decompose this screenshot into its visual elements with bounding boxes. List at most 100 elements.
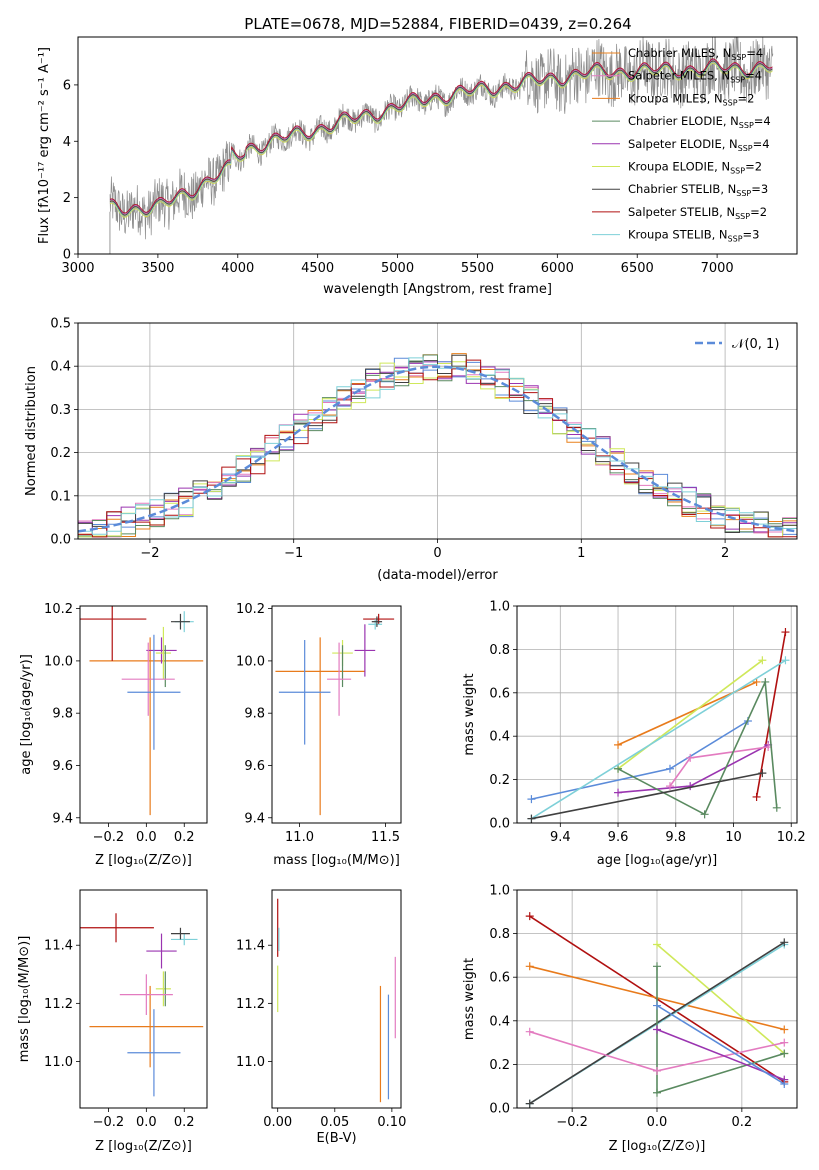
legend-entry: Chabrier ELODIE, NSSP=4 xyxy=(628,114,771,130)
error-bar-point xyxy=(278,639,331,745)
x-tick-label: 6000 xyxy=(541,261,574,276)
y-tick-label: 11.4 xyxy=(236,939,265,954)
panel-weight-vs-age: 9.4 9.6 9.8 10 10.2 0.0 0.2 0.4 0.6 0.8 1.0 age [lo… xyxy=(462,600,806,869)
weight-series-line xyxy=(530,659,786,820)
axes-frame xyxy=(516,889,798,1109)
gaussian-reference-curve xyxy=(78,365,797,533)
error-bar-point xyxy=(127,634,181,750)
model-spectrum-line xyxy=(109,60,773,216)
y-tick-label: 0.3 xyxy=(50,403,71,418)
weight-point-marker xyxy=(758,769,767,778)
legend-entry: Kroupa STELIB, NSSP=3 xyxy=(628,228,759,244)
weight-point-marker xyxy=(614,764,623,773)
error-bar-point xyxy=(121,642,175,716)
axes-frame xyxy=(271,605,402,824)
error-bar-point xyxy=(80,913,154,943)
y-tick-label: 0.4 xyxy=(489,1014,510,1029)
x-axis-label: wavelength [Angstrom, rest frame] xyxy=(323,282,552,297)
y-axis-label: mass weight xyxy=(462,958,477,1040)
y-tick-label: 9.8 xyxy=(52,707,73,722)
y-tick-label: 0.0 xyxy=(489,817,510,832)
plot-area xyxy=(275,613,395,816)
error-bar-point xyxy=(354,624,376,677)
error-bar-point xyxy=(368,619,383,630)
weight-series-line xyxy=(656,1004,785,1085)
axes-frame xyxy=(79,889,208,1109)
weight-point-marker xyxy=(653,1088,661,1097)
x-tick-label: −0.2 xyxy=(93,1115,125,1130)
x-tick-label: 0 xyxy=(433,546,441,561)
legend-entry: Chabrier STELIB, NSSP=3 xyxy=(628,182,768,198)
panel-age-vs-Z: −0.2 0.0 0.2 9.4 9.6 9.8 10.0 10.2 Z [log₁₀(Z/Z⊙… xyxy=(19,602,208,868)
y-tick-label: 10.0 xyxy=(44,654,73,669)
model-spectrum-line xyxy=(109,61,773,217)
y-tick-label: 11.0 xyxy=(236,1055,265,1070)
y-tick-label: 9.6 xyxy=(52,759,73,774)
y-tick-label: 10.2 xyxy=(236,602,265,617)
weight-point-marker xyxy=(525,962,534,971)
residual-histogram xyxy=(78,357,797,539)
y-tick-label: 9.8 xyxy=(244,707,265,722)
figure-title: PLATE=0678, MJD=52884, FIBERID=0439, z=0… xyxy=(244,15,631,33)
x-tick-label: −1 xyxy=(284,546,303,561)
panel-weight-vs-Z: −0.2 0.0 0.2 0.0 0.2 0.4 0.6 0.8 1.0 Z [log₁₀(Z/Z… xyxy=(462,884,798,1154)
x-tick-label: 11.0 xyxy=(285,830,314,845)
x-tick-label: 4500 xyxy=(301,261,334,276)
x-axis-label: Z [log₁₀(Z/Z⊙)] xyxy=(95,853,192,868)
panel-residuals: −2 −1 0 1 2 0.0 0.1 0.2 0.3 0.4 0.5 (data-model)/er… xyxy=(24,317,798,583)
y-tick-label: 11.2 xyxy=(236,997,265,1012)
plot-area xyxy=(80,606,204,816)
y-tick-label: 11.4 xyxy=(44,939,73,954)
panel-age-vs-mass: 11.0 11.5 9.4 9.6 9.8 10.0 10.2 mass [log₁₀(M/M… xyxy=(236,602,402,868)
y-tick-label: 0.0 xyxy=(50,533,71,548)
weight-series-line xyxy=(656,966,785,1094)
y-axis-label: age [log₁₀(age/yr)] xyxy=(19,654,34,775)
y-tick-label: 0.2 xyxy=(50,446,71,461)
y-tick-label: 0.8 xyxy=(489,643,510,658)
weight-point-marker xyxy=(665,782,674,791)
weight-point-marker xyxy=(614,788,623,797)
error-bar-point xyxy=(119,974,173,1015)
error-bar-point xyxy=(170,933,198,946)
legend-entry: Kroupa MILES, NSSP=2 xyxy=(628,91,754,107)
weight-point-marker xyxy=(752,792,761,801)
y-axis-label: Flux [fλ10⁻¹⁷ erg cm⁻² s⁻¹ A⁻¹] xyxy=(37,47,52,244)
x-tick-label: 0.2 xyxy=(174,1115,195,1130)
weight-point-marker xyxy=(653,1066,661,1075)
weight-point-marker xyxy=(527,814,536,823)
weight-point-marker xyxy=(653,962,661,971)
y-tick-label: 0.4 xyxy=(489,730,510,745)
weight-series-line xyxy=(656,943,785,1055)
weight-point-marker xyxy=(700,810,709,819)
y-tick-label: 9.4 xyxy=(52,811,73,826)
panel-spectrum: 3000 3500 4000 4500 5000 5500 6000 6500 7000 0 2 4 6… xyxy=(37,36,798,297)
x-tick-label: 10 xyxy=(725,830,742,845)
y-axis-label: mass weight xyxy=(462,673,477,755)
plot-area xyxy=(80,913,204,1097)
x-tick-label: 9.8 xyxy=(665,830,686,845)
weight-point-marker xyxy=(761,677,770,686)
y-tick-label: 0.6 xyxy=(489,971,510,986)
error-bar-point xyxy=(146,637,177,664)
error-bar-point xyxy=(327,642,352,716)
weight-point-marker xyxy=(752,677,761,686)
plot-area xyxy=(78,353,797,539)
weight-point-marker xyxy=(614,740,623,749)
x-tick-label: 0.2 xyxy=(732,1115,753,1130)
weight-point-marker xyxy=(525,1099,534,1108)
x-tick-label: 1 xyxy=(577,546,585,561)
error-bar-point xyxy=(155,626,171,680)
x-tick-label: 0.0 xyxy=(136,1115,157,1130)
x-tick-label: 3500 xyxy=(141,261,174,276)
x-axis-label: age [log₁₀(age/yr)] xyxy=(597,853,718,868)
error-bar-point xyxy=(146,933,177,969)
x-axis-label: E(B-V) xyxy=(316,1131,356,1146)
x-tick-label: 0.0 xyxy=(136,830,157,845)
weight-point-marker xyxy=(653,1025,661,1034)
x-tick-label: 3000 xyxy=(61,261,94,276)
plot-area xyxy=(525,912,789,1108)
x-tick-label: 0.2 xyxy=(174,830,195,845)
x-tick-label: 10.2 xyxy=(777,830,806,845)
error-bar-point xyxy=(127,1009,181,1097)
y-tick-label: 0.8 xyxy=(489,927,510,942)
